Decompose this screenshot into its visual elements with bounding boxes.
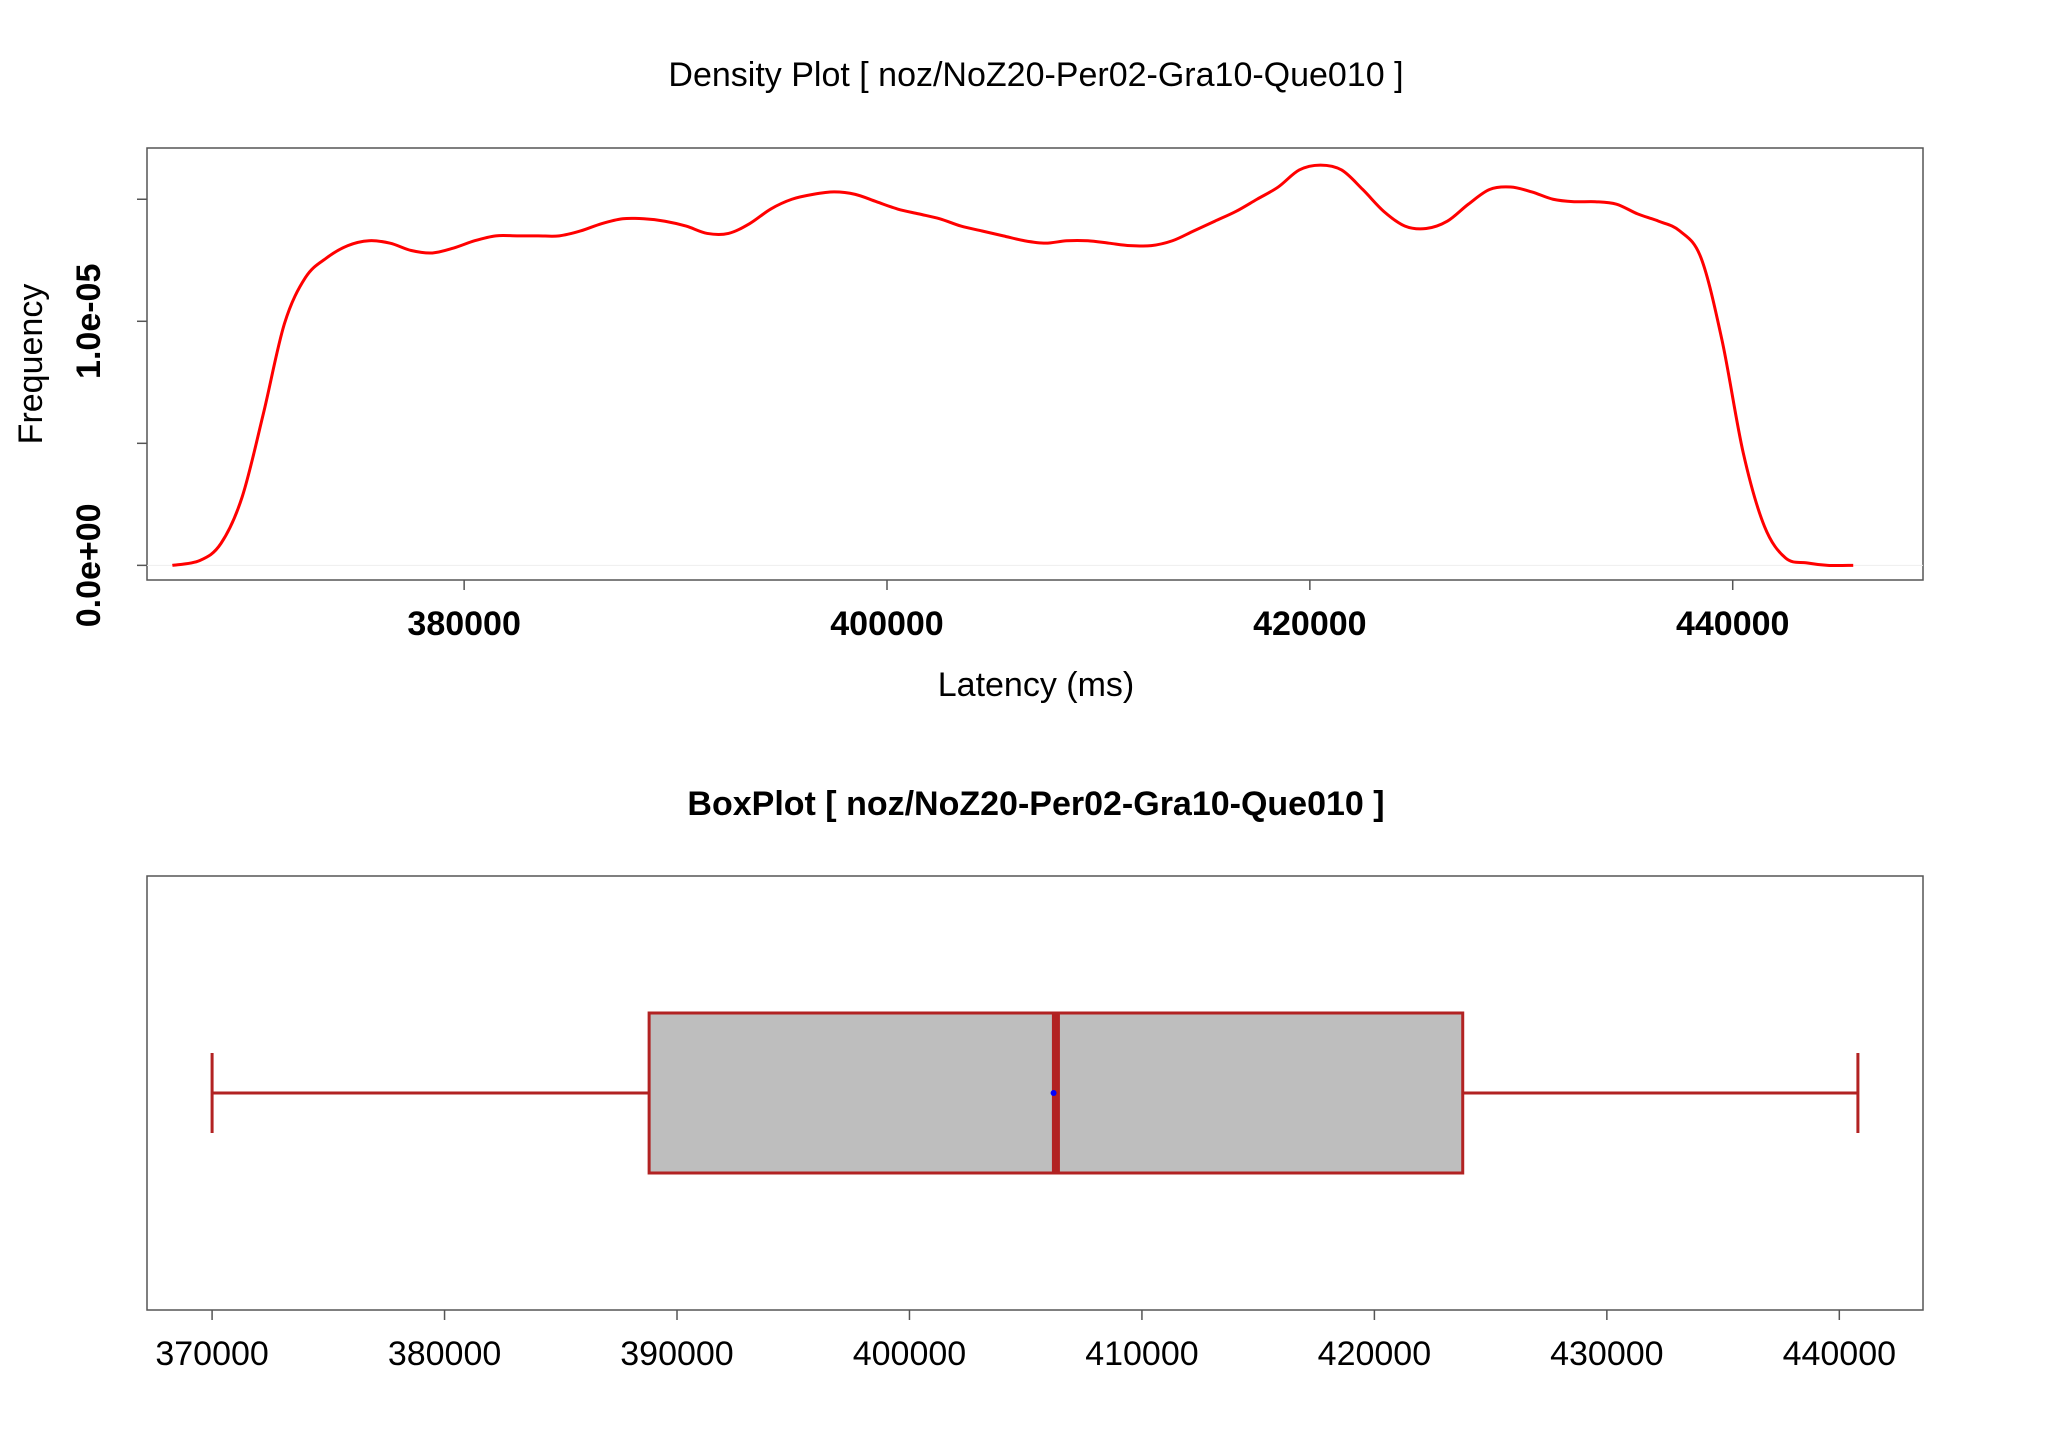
- density-x-axis: 380000 400000 420000 440000: [407, 580, 1789, 643]
- density-x-tick-label: 400000: [830, 605, 943, 643]
- box-x-tick-label: 430000: [1550, 1335, 1663, 1373]
- box-x-tick-label: 440000: [1783, 1335, 1896, 1373]
- density-y-tick-label: 0.0e+00: [70, 503, 108, 627]
- density-x-tick-label: 440000: [1676, 605, 1789, 643]
- density-x-tick-label: 420000: [1253, 605, 1366, 643]
- box-x-tick-label: 390000: [620, 1335, 733, 1373]
- density-y-tick-label: 1.0e-05: [70, 264, 108, 379]
- density-plot-frame: [146, 147, 1924, 581]
- density-curve: [172, 163, 1854, 568]
- density-y-label: Frequency: [12, 284, 50, 445]
- box-x-tick-label: 400000: [853, 1335, 966, 1373]
- box-x-axis: 370000 380000 390000 400000 410000 420000 4300…: [155, 1310, 1896, 1373]
- box-marks: [210, 1011, 1860, 1175]
- density-plot: Density Plot [ noz/NoZ20-Per02-Gra10-Que…: [12, 56, 1924, 704]
- density-title: Density Plot [ noz/NoZ20-Per02-Gra10-Que…: [668, 56, 1403, 94]
- box-plot-frame: [146, 875, 1924, 1311]
- mean-point: [1050, 1090, 1057, 1096]
- box-plot: BoxPlot [ noz/NoZ20-Per02-Gra10-Que010 ]…: [146, 785, 1924, 1373]
- density-x-label: Latency (ms): [938, 666, 1135, 704]
- box-title: BoxPlot [ noz/NoZ20-Per02-Gra10-Que010 ]: [687, 785, 1384, 823]
- box-x-tick-label: 370000: [155, 1335, 268, 1373]
- box-x-tick-label: 420000: [1318, 1335, 1431, 1373]
- density-y-axis: 0.0e+00 1.0e-05: [70, 198, 147, 627]
- box-x-tick-label: 380000: [388, 1335, 501, 1373]
- box-x-tick-label: 410000: [1085, 1335, 1198, 1373]
- density-x-tick-label: 380000: [407, 605, 520, 643]
